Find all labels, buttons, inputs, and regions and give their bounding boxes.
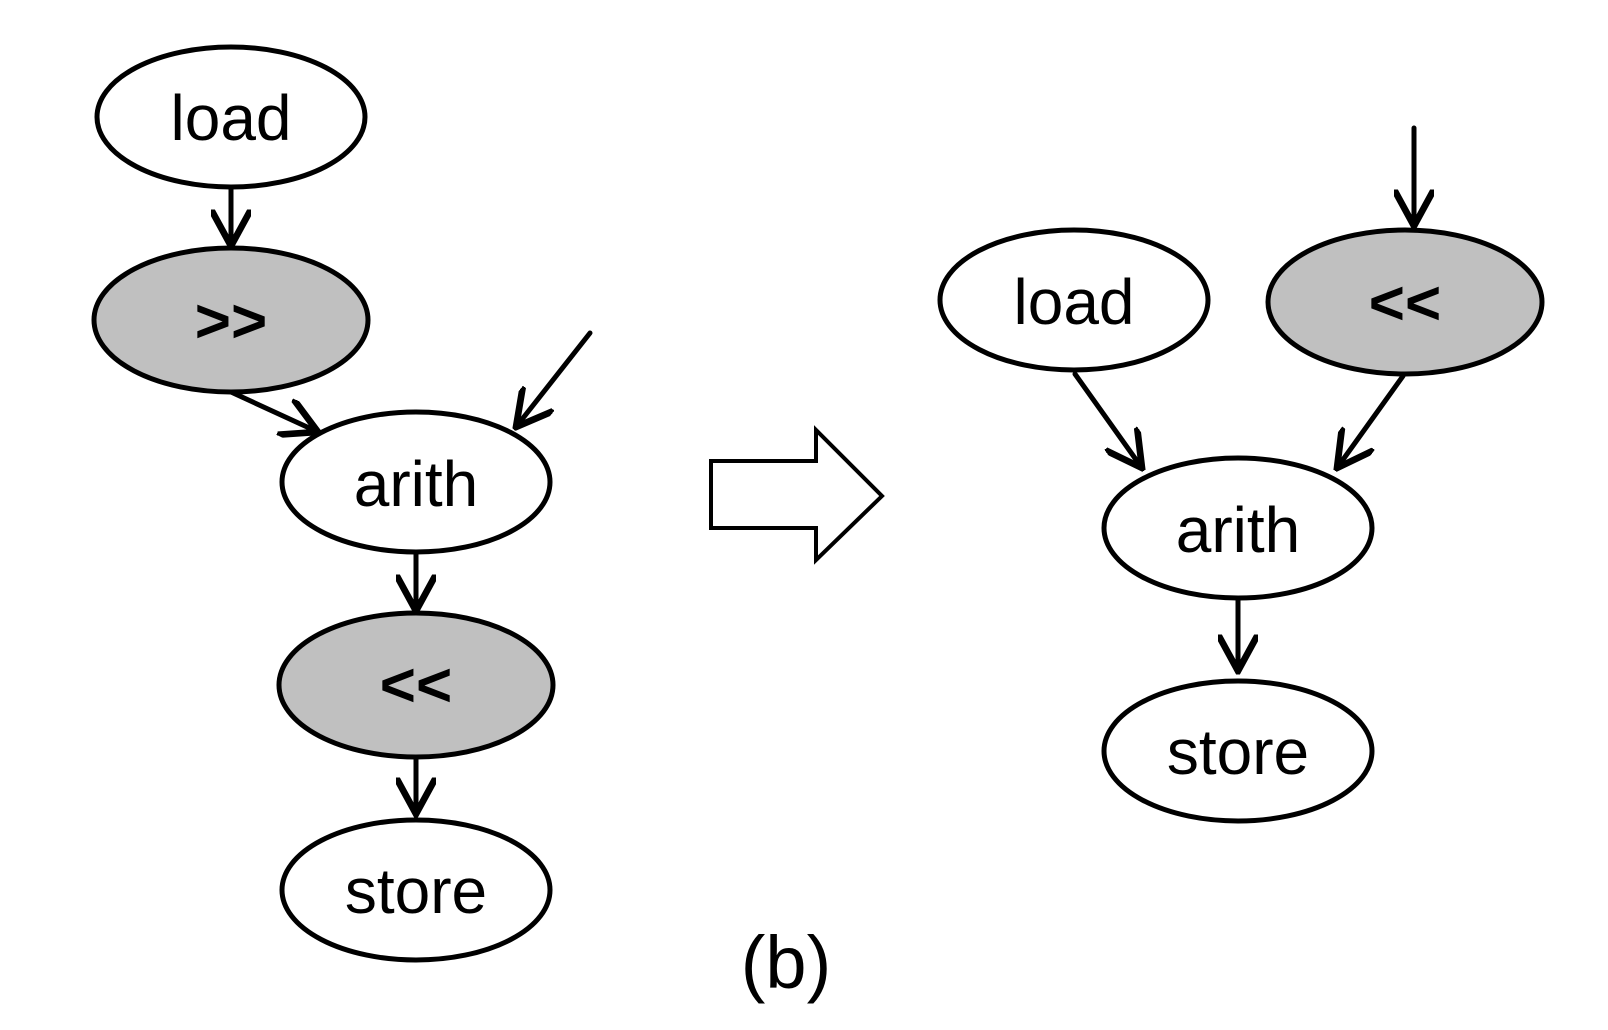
after-graph: load << arith store [940, 128, 1542, 821]
right-arrow-icon [711, 430, 882, 560]
edge-external-to-arith [516, 333, 590, 427]
node-shift-right: >> [94, 248, 368, 392]
node-shift-left: << [279, 613, 553, 757]
node-shift-right-label: >> [195, 287, 267, 356]
node-store-label: store [1167, 716, 1309, 788]
node-store: store [282, 820, 550, 960]
node-arith-label: arith [354, 448, 479, 520]
edge-shr-to-arith [231, 392, 318, 432]
node-shift-left: << [1268, 230, 1542, 374]
node-load: load [97, 47, 365, 187]
node-store: store [1104, 681, 1372, 821]
node-arith: arith [282, 412, 550, 552]
edge-shl-to-arith [1337, 376, 1403, 468]
before-graph: load >> arith << store [94, 47, 590, 960]
edge-load-to-arith [1075, 374, 1142, 468]
node-store-label: store [345, 855, 487, 927]
node-shift-left-label: << [1369, 269, 1441, 338]
node-load: load [940, 230, 1208, 370]
node-load-label: load [1014, 266, 1135, 338]
node-arith: arith [1104, 458, 1372, 598]
node-load-label: load [171, 82, 292, 154]
node-shift-left-label: << [380, 651, 452, 720]
figure-caption: (b) [741, 921, 831, 1004]
node-arith-label: arith [1176, 494, 1301, 566]
